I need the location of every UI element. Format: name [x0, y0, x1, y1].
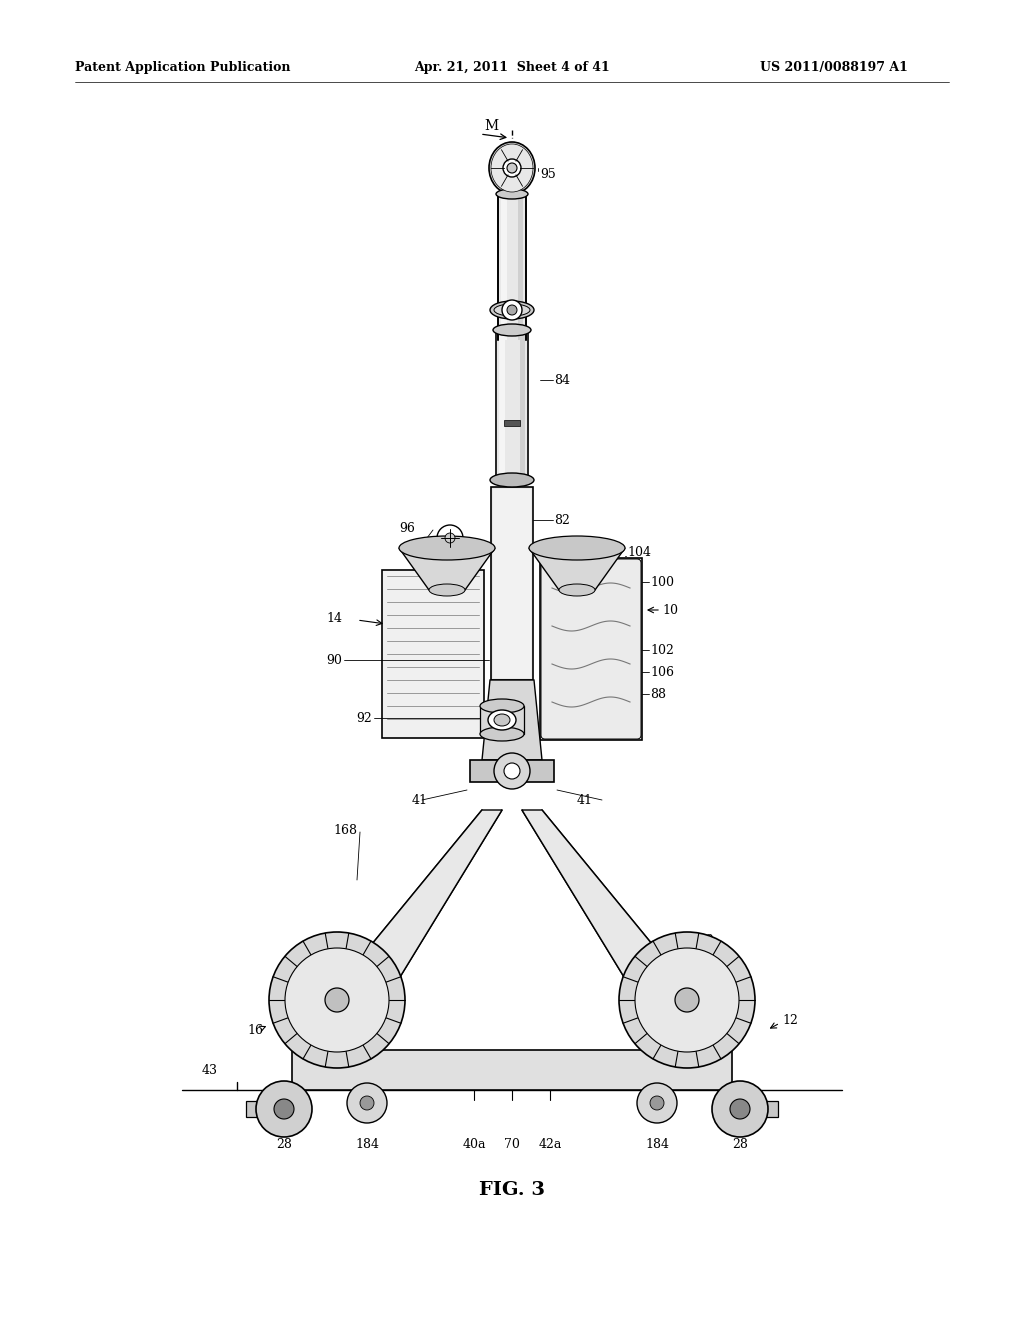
Polygon shape [399, 548, 495, 590]
Ellipse shape [488, 710, 516, 730]
Circle shape [437, 525, 463, 550]
Ellipse shape [493, 323, 531, 337]
Text: 102: 102 [650, 644, 674, 656]
Text: 104: 104 [627, 546, 651, 560]
Ellipse shape [429, 583, 465, 597]
Bar [501, 194, 507, 341]
Text: Patent Application Publication: Patent Application Publication [75, 62, 291, 74]
Polygon shape [522, 810, 702, 1005]
Circle shape [274, 1100, 294, 1119]
Text: 28: 28 [732, 1138, 748, 1151]
Bar [382, 570, 484, 738]
Bar [504, 420, 520, 426]
Text: 82: 82 [554, 513, 570, 527]
Ellipse shape [480, 700, 524, 713]
Ellipse shape [496, 189, 528, 199]
Ellipse shape [507, 162, 517, 173]
Circle shape [635, 948, 739, 1052]
Text: 41: 41 [412, 793, 428, 807]
Text: 40: 40 [311, 989, 327, 1002]
Bar [490, 487, 534, 680]
Polygon shape [529, 548, 625, 590]
Ellipse shape [490, 144, 534, 191]
Text: 106: 106 [650, 665, 674, 678]
Bar [766, 1101, 778, 1117]
Circle shape [360, 1096, 374, 1110]
FancyBboxPatch shape [541, 558, 641, 739]
Circle shape [269, 932, 406, 1068]
Bar [520, 330, 525, 480]
Text: 95: 95 [540, 169, 556, 181]
Text: 42: 42 [699, 933, 715, 946]
Text: 43: 43 [202, 1064, 218, 1077]
Bar [499, 194, 525, 341]
Text: 42a: 42a [539, 1138, 562, 1151]
Circle shape [675, 987, 699, 1012]
Circle shape [494, 752, 530, 789]
Text: 18: 18 [677, 1044, 693, 1056]
Circle shape [712, 1081, 768, 1137]
Bar [480, 706, 524, 734]
Circle shape [502, 300, 522, 319]
Ellipse shape [490, 301, 534, 319]
Text: US 2011/0088197 A1: US 2011/0088197 A1 [760, 62, 908, 74]
Text: 80: 80 [537, 764, 553, 777]
Text: 40a: 40a [462, 1138, 485, 1151]
Text: 10: 10 [662, 603, 678, 616]
Bar [499, 330, 505, 480]
Circle shape [730, 1100, 750, 1119]
Circle shape [637, 1082, 677, 1123]
Circle shape [445, 533, 455, 543]
Ellipse shape [489, 143, 535, 194]
Ellipse shape [503, 158, 521, 177]
Polygon shape [482, 680, 542, 760]
Text: 68: 68 [699, 974, 715, 986]
Text: 184: 184 [645, 1138, 669, 1151]
Text: 96: 96 [399, 521, 415, 535]
Circle shape [618, 932, 755, 1068]
Text: Apr. 21, 2011  Sheet 4 of 41: Apr. 21, 2011 Sheet 4 of 41 [414, 62, 610, 74]
Text: 28: 28 [276, 1138, 292, 1151]
Ellipse shape [490, 473, 534, 487]
Text: M: M [484, 119, 498, 133]
Text: 84: 84 [554, 374, 570, 387]
Bar [518, 194, 523, 341]
Bar [246, 1101, 258, 1117]
Text: 14: 14 [326, 611, 342, 624]
Circle shape [507, 305, 517, 315]
Text: 90: 90 [326, 653, 342, 667]
Bar [540, 558, 642, 741]
Circle shape [650, 1096, 664, 1110]
Circle shape [347, 1082, 387, 1123]
Text: FIG. 3: FIG. 3 [479, 1181, 545, 1199]
Ellipse shape [559, 583, 595, 597]
Circle shape [325, 987, 349, 1012]
Circle shape [504, 763, 520, 779]
Circle shape [285, 948, 389, 1052]
Bar [470, 760, 554, 781]
Ellipse shape [494, 304, 530, 315]
Text: 184: 184 [355, 1138, 379, 1151]
Text: 16: 16 [247, 1023, 263, 1036]
Ellipse shape [529, 536, 625, 560]
Ellipse shape [480, 727, 524, 741]
Text: 88: 88 [650, 688, 666, 701]
Text: 100: 100 [650, 576, 674, 589]
Text: 41: 41 [577, 793, 593, 807]
Text: 92: 92 [356, 711, 372, 725]
Ellipse shape [494, 714, 510, 726]
Polygon shape [322, 810, 502, 1005]
Text: 168: 168 [333, 824, 357, 837]
Text: 12: 12 [782, 1014, 798, 1027]
Circle shape [256, 1081, 312, 1137]
Bar [292, 1049, 732, 1090]
Bar [497, 330, 527, 480]
Bar [493, 488, 531, 678]
Ellipse shape [399, 536, 495, 560]
Text: 70: 70 [504, 1138, 520, 1151]
